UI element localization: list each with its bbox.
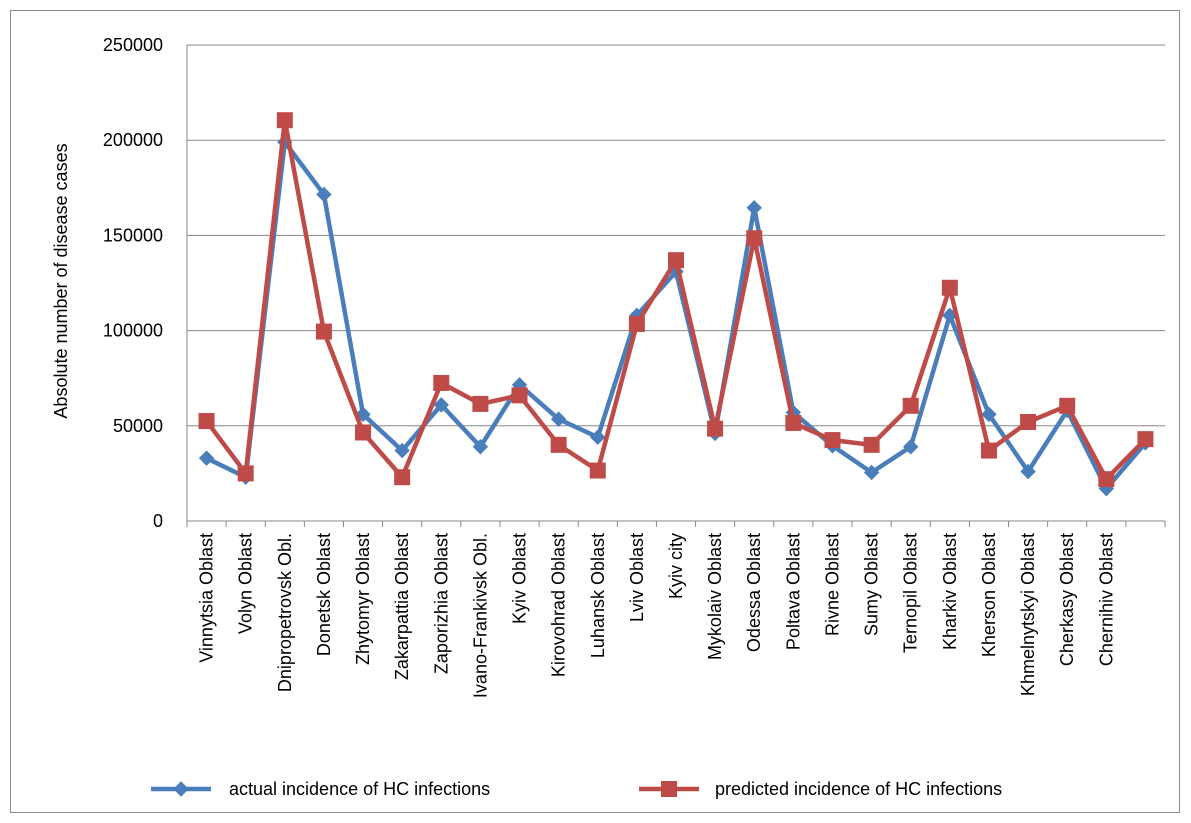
data-point xyxy=(903,439,919,455)
legend-label: predicted incidence of HC infections xyxy=(715,779,1002,799)
data-point xyxy=(746,230,763,247)
series-predicted xyxy=(198,112,1154,488)
data-point xyxy=(1098,471,1115,488)
data-point xyxy=(433,374,450,391)
x-tick-label: Dnipropetrovsk Obl. xyxy=(275,533,295,692)
data-point xyxy=(746,200,762,216)
y-tick-label: 200000 xyxy=(103,130,163,150)
data-point xyxy=(315,323,332,340)
x-tick-label: Ivano-Frankivsk Obl. xyxy=(470,533,490,698)
y-tick-label: 250000 xyxy=(103,35,163,55)
data-point xyxy=(1059,397,1076,414)
data-point xyxy=(863,436,880,453)
series-line xyxy=(204,117,1148,482)
legend-marker xyxy=(173,781,189,797)
y-tick-label: 150000 xyxy=(103,225,163,245)
x-tick-label: Poltava Oblast xyxy=(783,533,803,650)
x-tick-label: Lviv Oblast xyxy=(627,533,647,622)
data-point xyxy=(394,469,411,486)
data-point xyxy=(237,465,254,482)
x-tick-labels: Vinnytsia Oblast Volyn Oblast Dnipropetrov… xyxy=(197,533,1117,698)
line-chart: 0 50000 100000 150000 200000 250000 Vinnytsia… xyxy=(51,35,1166,799)
legend-item: predicted incidence of HC infections xyxy=(639,779,1002,799)
series-actual xyxy=(198,134,1154,497)
x-tick-label: Cherkasy Oblast xyxy=(1057,533,1077,666)
y-tick-label: 50000 xyxy=(113,416,163,436)
data-point xyxy=(707,420,724,437)
data-point xyxy=(941,279,958,296)
x-tick-label: Odessa Oblast xyxy=(744,533,764,652)
legend: actual incidence of HC infections predict… xyxy=(151,779,1002,799)
data-point xyxy=(316,186,332,203)
x-tick-label: Sumy Oblast xyxy=(862,533,882,636)
data-point xyxy=(1020,463,1036,480)
data-point xyxy=(980,442,997,459)
data-point xyxy=(863,464,880,481)
y-tick-labels: 0 50000 100000 150000 200000 250000 xyxy=(103,35,163,531)
x-tick-label: Kyiv city xyxy=(666,533,686,599)
x-tick-label: Zhytomyr Oblast xyxy=(353,533,373,665)
x-tick-label: Volyn Oblast xyxy=(236,533,256,634)
data-point xyxy=(981,406,997,423)
legend-label: actual incidence of HC infections xyxy=(229,779,490,799)
x-tick-label: Luhansk Oblast xyxy=(588,533,608,658)
y-tick-label: 0 xyxy=(153,511,163,531)
data-point xyxy=(589,462,606,479)
data-point xyxy=(824,432,841,449)
x-tick-label: Mykolaiv Oblast xyxy=(705,533,725,660)
y-tick-label: 100000 xyxy=(103,321,163,341)
axes xyxy=(186,45,1166,527)
x-tick-label: Kirovohrad Oblast xyxy=(549,533,569,677)
data-point xyxy=(668,252,684,269)
x-tick-label: Donetsk Oblast xyxy=(314,533,334,656)
data-point xyxy=(511,387,528,404)
x-tick-label: Kherson Oblast xyxy=(979,533,999,657)
legend-marker xyxy=(661,781,677,797)
x-tick-label: Rivne Oblast xyxy=(822,533,842,636)
gridlines xyxy=(187,44,1165,427)
x-tick-label: Chernihiv Oblast xyxy=(1096,533,1116,666)
data-point xyxy=(433,397,449,413)
x-tick-label: Zakarpattia Oblast xyxy=(392,533,412,680)
data-point xyxy=(198,413,215,430)
data-point xyxy=(472,395,489,412)
x-tick-label: Kyiv Oblast xyxy=(510,533,530,624)
series xyxy=(198,112,1154,497)
data-point xyxy=(550,411,567,427)
x-tick-label: Kharkiv Oblast xyxy=(940,533,960,650)
x-tick-label: Zaporizhia Oblast xyxy=(431,533,451,674)
data-point xyxy=(590,429,606,445)
legend-item: actual incidence of HC infections xyxy=(151,779,490,799)
data-point xyxy=(1020,413,1037,430)
data-point xyxy=(1137,431,1154,448)
y-axis-label: Absolute number of disease cases xyxy=(51,143,71,418)
data-point xyxy=(394,442,410,459)
data-point xyxy=(198,450,215,466)
data-point xyxy=(902,397,919,414)
data-point xyxy=(276,112,293,129)
x-tick-label: Ternopil Oblast xyxy=(901,533,921,653)
data-point xyxy=(628,315,645,332)
chart-area: 0 50000 100000 150000 200000 250000 Vinnytsia… xyxy=(10,10,1180,813)
data-point xyxy=(550,436,567,453)
data-point xyxy=(785,414,802,431)
x-tick-label: Khmelnytskyi Oblast xyxy=(1018,533,1038,696)
x-tick-label: Vinnytsia Oblast xyxy=(197,533,217,663)
data-point xyxy=(472,439,489,455)
data-point xyxy=(355,424,372,441)
